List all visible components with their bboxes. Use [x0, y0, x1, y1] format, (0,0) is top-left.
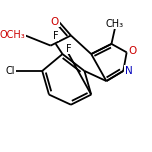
Text: Cl: Cl	[6, 66, 15, 76]
Text: O: O	[51, 17, 59, 27]
Text: O: O	[128, 46, 137, 56]
Text: N: N	[125, 66, 133, 76]
Text: F: F	[66, 44, 71, 54]
Text: OCH₃: OCH₃	[0, 30, 25, 40]
Text: O: O	[51, 17, 59, 27]
Text: F: F	[66, 44, 71, 54]
Text: F: F	[53, 31, 59, 41]
Text: CH₃: CH₃	[106, 19, 124, 29]
Text: F: F	[53, 31, 59, 41]
Text: OCH₃: OCH₃	[0, 30, 25, 40]
Text: N: N	[125, 66, 133, 76]
Text: Cl: Cl	[6, 66, 15, 76]
Text: CH₃: CH₃	[106, 19, 124, 29]
Text: O: O	[128, 46, 137, 56]
